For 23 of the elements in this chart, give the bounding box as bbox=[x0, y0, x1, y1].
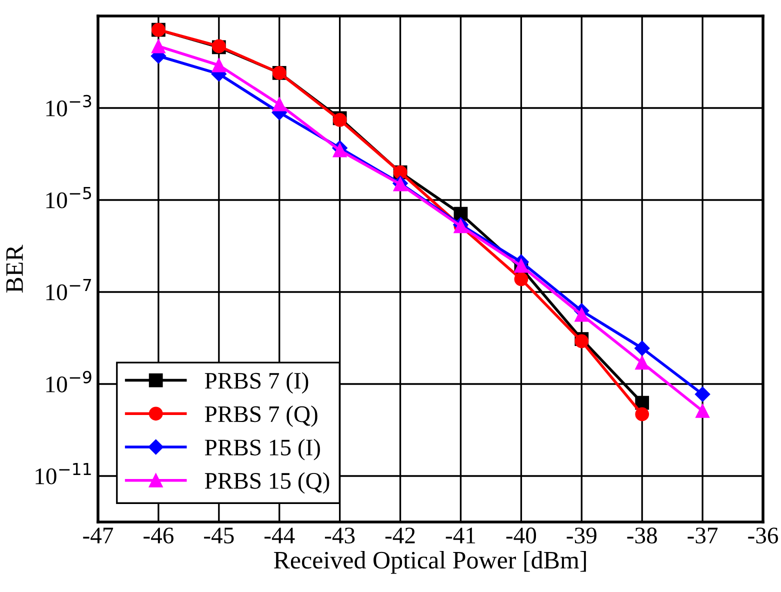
x-axis-title: Received Optical Power [dBm] bbox=[274, 551, 586, 574]
x-tick-label: -47 bbox=[83, 528, 114, 544]
x-tick-label: -43 bbox=[324, 528, 355, 544]
legend-label: PRBS 7 (Q) bbox=[204, 406, 318, 427]
x-tick-label: -38 bbox=[627, 528, 657, 544]
x-tick-label: -46 bbox=[144, 528, 174, 544]
y-tick-label: 10$^{−5}$ bbox=[46, 186, 92, 208]
y-axis-title: BER bbox=[6, 244, 23, 293]
x-tick-label: -40 bbox=[506, 528, 536, 544]
x-tick-label: -42 bbox=[385, 528, 415, 544]
x-tick-label: -36 bbox=[748, 528, 778, 544]
y-tick-label: 10$^{−3}$ bbox=[46, 94, 92, 116]
x-tick-label: -41 bbox=[446, 528, 476, 544]
y-tick-label: 10$^{−7}$ bbox=[46, 278, 92, 300]
legend-label: PRBS 7 (I) bbox=[204, 372, 308, 394]
x-tick-label: -39 bbox=[566, 528, 596, 544]
legend-label: PRBS 15 (I) bbox=[204, 438, 320, 460]
y-tick-label: 10$^{−11}$ bbox=[36, 462, 91, 484]
x-tick-label: -45 bbox=[204, 528, 234, 544]
y-tick-label: 10$^{−9}$ bbox=[46, 370, 92, 392]
legend-label: PRBS 15 (Q) bbox=[204, 472, 330, 494]
x-tick-label: -37 bbox=[688, 528, 718, 544]
x-tick-label: -44 bbox=[264, 528, 295, 544]
